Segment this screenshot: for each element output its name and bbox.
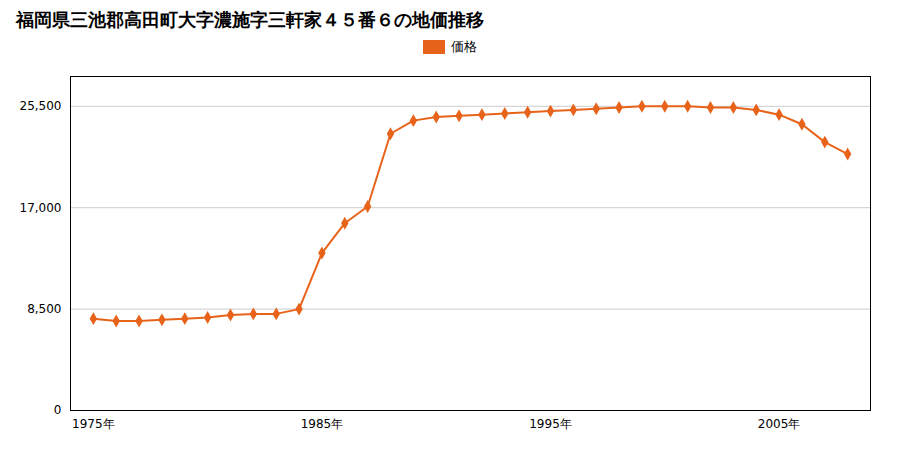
- svg-text:17,000: 17,000: [20, 201, 62, 215]
- html-text:価格: 価格: [451, 39, 477, 54]
- svg-text:1995年: 1995年: [529, 417, 572, 431]
- svg-text:1975年: 1975年: [72, 417, 115, 431]
- svg-text:1985年: 1985年: [301, 417, 344, 431]
- html-text:福岡県三池郡高田町大字濃施字三軒家４５番６の地価推移: 福岡県三池郡高田町大字濃施字三軒家４５番６の地価推移: [16, 9, 484, 30]
- svg-text:8,500: 8,500: [27, 302, 61, 316]
- svg-text:0: 0: [54, 403, 62, 417]
- svg-text:25,500: 25,500: [20, 99, 62, 113]
- svg-text:2005年: 2005年: [758, 417, 801, 431]
